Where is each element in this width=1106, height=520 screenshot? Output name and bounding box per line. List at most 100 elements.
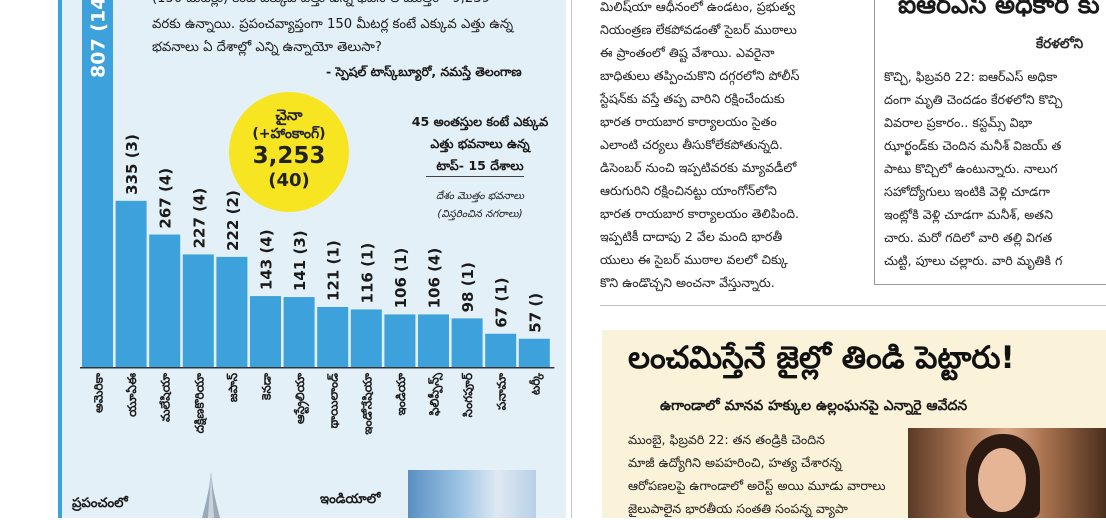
column-divider — [571, 0, 572, 518]
right-text-line: పాటు కొచ్చిలో ఉంటున్నారు. నాలుగ — [884, 161, 1058, 176]
right-text-line: ఇంట్లోకి వెళ్లి చూడగా మనీశ్, అతని — [884, 207, 1053, 222]
chart-note-2: (విస్తరించిన నగరాలు) — [437, 209, 523, 220]
bar-2 — [149, 234, 181, 367]
category-label-9: ఇండియా — [394, 372, 408, 415]
right-text-line: దంగా మృతి చెందడం కేరళలోని కొచ్చి — [884, 92, 1063, 107]
chart-title-line-1: 45 అంతస్తుల కంటే ఎక్కువ — [411, 114, 549, 129]
intro-line-2: వరకు ఉన్నాయి. ప్రపంచవ్యాప్తంగా 150 మీటర్… — [152, 17, 514, 32]
right-text-line: వివరాల ప్రకారం.. కస్టమ్స్ విభా — [884, 115, 1033, 130]
bar-11 — [451, 318, 483, 367]
bar-value-label-6: 141 (3) — [291, 230, 309, 291]
bar-value-label-10: 106 (4) — [426, 248, 444, 309]
right-article-headline: ఐఆర్ఎస్ అధికారి కు — [898, 0, 1100, 19]
bar-value-label-13: 57 () — [526, 293, 544, 333]
section-divider — [600, 305, 1106, 306]
world-section-label: ప్రపంచంలో — [72, 496, 128, 511]
highlight-value: 3,253 — [252, 143, 326, 169]
chart-title-line-2: ఎత్తు భవనాలు ఉన్న — [430, 136, 530, 151]
lower-text-line: ఆరోపణలపై ఉగాండాలో అరెస్ట్ అయి మూడు వారాల… — [628, 478, 886, 493]
bar-12 — [485, 333, 517, 367]
right-text-line: కొచ్చి, ఫిబ్రవరి 22: ఐఆర్ఎస్ అధికా — [884, 69, 1058, 84]
category-label-1: యూఏఈ — [125, 373, 139, 417]
lower-text-line: జైలుపాలైన భారతీయ సంతతి సంపన్న వ్యాపా — [628, 501, 848, 516]
bar-0 — [82, 0, 113, 367]
bar-value-label-5: 143 (4) — [258, 229, 276, 290]
mid-text-line: ఆరుగురిని రక్షించినట్టు యాంగోన్‌లోని — [600, 183, 777, 198]
right-text-line: చుట్టి, పూలు చల్లారు. వారి మృతికి గ — [884, 253, 1063, 268]
mid-text-line: భారత రాయబార కార్యాలయం సైతం — [600, 114, 777, 129]
category-label-4: జపాన్ — [226, 372, 240, 402]
right-text-line: ఝార్ఖండ్‌కు చెందిన మనీశ్ విజయ్ త — [884, 138, 1062, 153]
category-label-7: థాయిలాండ్ — [327, 373, 341, 428]
lower-text-line: మాజీ ఉద్యోగిని అపహరించి, హత్య చేశారన్న — [628, 455, 842, 470]
bar-8 — [350, 309, 382, 367]
highlight-cities: (40) — [268, 170, 310, 191]
bar-value-label-1: 335 (3) — [123, 134, 141, 195]
mid-text-line: నియంత్రణ లేకపోవడంతో సైబర్ ముఠాలు — [600, 22, 797, 37]
category-label-3: దక్షిణకొరియా — [192, 372, 207, 433]
bar-chart: 807 (14 అమెరికా 335 (3) యూఏఈ 267 (4) మలేషియా 2… — [80, 0, 555, 435]
india-tower-photo — [408, 470, 536, 518]
chart-title-rule — [426, 176, 524, 177]
bar-10 — [418, 314, 449, 367]
right-article-frame — [874, 0, 1106, 285]
bar-6 — [283, 297, 315, 367]
bar-1 — [115, 200, 147, 367]
bar-13 — [518, 338, 550, 367]
mid-text-line: డిసెంబర్ నుంచి ఇప్పటివరకు మ్యావడీలో — [600, 160, 797, 175]
lower-article-subhead: ఉగాండాలో మానవ హక్కుల ఉల్లంఘనపై ఎన్నారై ఆ… — [660, 398, 968, 414]
category-label-8: ఇండోనేషియా — [360, 372, 374, 434]
bar-5 — [250, 296, 281, 367]
bar-value-label-4: 222 (2) — [224, 190, 242, 251]
chart-baseline — [80, 367, 555, 369]
lower-article-headline: లంచమిస్తేనే జైల్లో తిండి పెట్టారు! — [628, 340, 1015, 376]
bar-3 — [182, 254, 214, 367]
china-highlight-badge: చైనా (+హాంకాంగ్) 3,253 (40) — [229, 92, 349, 212]
bar-4 — [216, 256, 248, 367]
bar-value-label-9: 106 (1) — [392, 248, 410, 309]
infographic-edge — [58, 0, 62, 518]
category-label-13: టర్కీ — [528, 373, 544, 395]
intro-line-3: భవనాలు ఏ దేశాల్లో ఎన్ని ఉన్నాయో తెలుసా? — [152, 40, 382, 55]
mid-text-line: ఎలాంటి చర్యలు తీసుకోలేకపోతున్నది. — [600, 137, 783, 152]
mid-text-line: స్టేషన్‌కు వస్తే తప్ప వారిని రక్షించేందు… — [600, 91, 785, 106]
mid-text-line: కొని ఉండొచ్చని అంచనా వేస్తున్నారు. — [600, 275, 775, 290]
mid-text-line: ఈ ప్రాంతంలో తిష్ట వేశాయి. ఎవరైనా — [600, 45, 775, 60]
mid-text-line: భారత రాయబార కార్యాలయం తెలిపింది. — [600, 206, 799, 221]
category-label-0: అమెరికా — [92, 372, 106, 412]
category-label-12: పనామా — [495, 373, 509, 411]
chart-title-line-3: టాప్- 15 దేశాలు — [436, 158, 524, 173]
category-label-2: మలేషియా — [159, 372, 173, 422]
bar-9 — [384, 314, 416, 367]
bar-7 — [317, 306, 349, 367]
right-article-subhead: కేరళలోని — [1036, 36, 1084, 52]
skyscraper-infographic: (150 మీటర్లు) కంటే ఎక్కువ ఎత్తు ఉన్న భవన… — [0, 0, 566, 518]
bar-value-label-12: 67 (1) — [493, 278, 511, 328]
mid-text-line: బాధితులు తప్పించుకొని దగ్గరలోని పోలీస్ — [600, 68, 800, 83]
intro-credit: - స్పెషల్ టాస్క్‌బ్యూరో, నమస్తే తెలంగాణ — [326, 64, 522, 79]
highlight-sub: (+హాంకాంగ్) — [252, 126, 326, 142]
bar-value-label-7: 121 (1) — [325, 240, 343, 301]
bar-value-label-8: 116 (1) — [358, 243, 376, 304]
mid-text-line: యులు ఈ సైబర్ ముఠాల వలలో చిక్కు — [600, 252, 788, 267]
highlight-country: చైనా — [275, 106, 303, 124]
bar-value-label-11: 98 (1) — [459, 262, 477, 312]
bar-value-label-0: 807 (14 — [88, 0, 110, 78]
category-label-11: సింగపూర్ — [461, 372, 475, 417]
category-label-5: కెనడా — [260, 372, 274, 401]
right-text-line: చారు. మరో గదిలో వారి తల్లి విగత — [884, 230, 1053, 245]
intro-line-1: (150 మీటర్లు) కంటే ఎక్కువ ఎత్తు ఉన్న భవన… — [152, 0, 490, 9]
india-section-label: ఇండియాలో — [320, 492, 381, 507]
page-margin — [0, 0, 58, 518]
chart-note-1: దేశం మొత్తం భవనాలు — [435, 191, 525, 202]
burj-khalifa-illustration — [202, 472, 220, 518]
mid-text-line: మిలిష్‌యా ఆధీనంలో ఉండటం, ప్రభుత్వ — [600, 0, 796, 14]
photo-face — [978, 448, 1026, 512]
mid-text-line: ఇప్పటికీ దాదాపు 2 వేల మంది భారతీ — [600, 229, 783, 244]
bar-value-label-3: 227 (4) — [190, 188, 208, 249]
category-label-6: ఆస్ట్రేలియా — [293, 372, 310, 424]
bar-value-label-2: 267 (4) — [157, 168, 175, 229]
article-photo — [908, 428, 1106, 518]
right-text-line: సహోద్యోగులు ఇంటికి వెళ్లి చూడగా — [884, 184, 1050, 199]
category-label-10: ఫిలిప్పీన్స్ — [428, 372, 444, 416]
